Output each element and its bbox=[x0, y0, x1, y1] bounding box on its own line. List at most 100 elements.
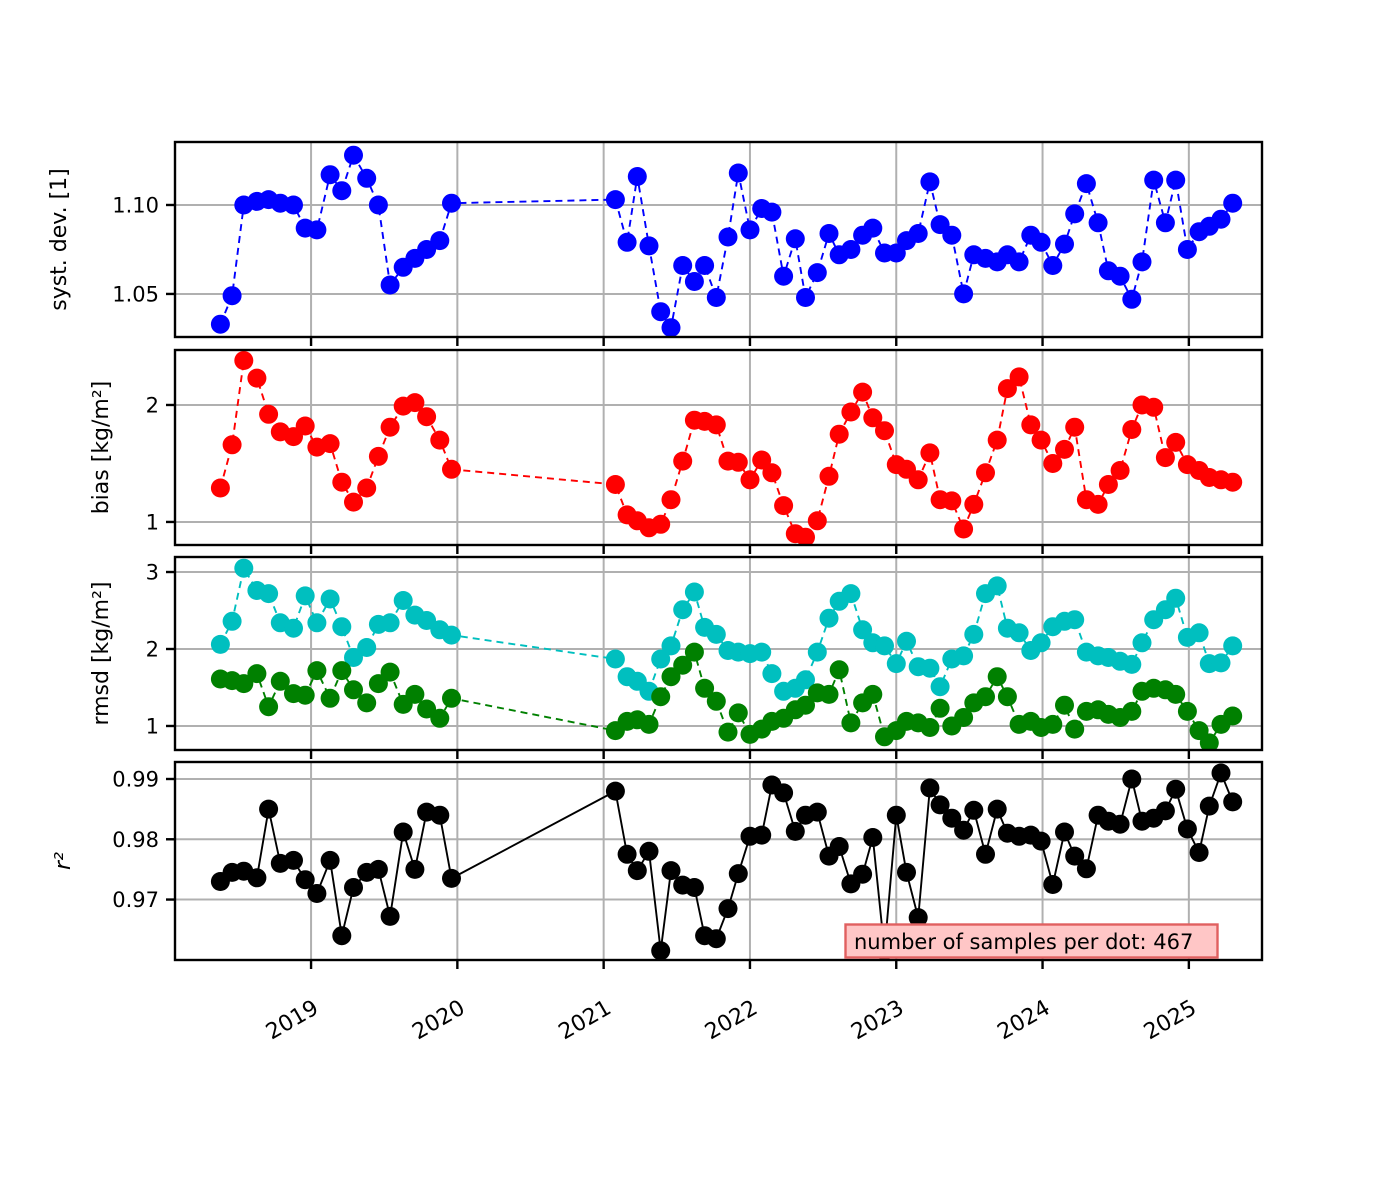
data-point bbox=[718, 899, 738, 919]
data-point bbox=[807, 802, 827, 822]
data-point bbox=[807, 263, 827, 283]
data-point bbox=[718, 227, 738, 247]
data-point bbox=[897, 862, 916, 882]
data-point bbox=[920, 443, 940, 463]
data-point bbox=[706, 415, 726, 435]
data-point bbox=[661, 667, 681, 687]
data-point bbox=[1122, 420, 1142, 439]
data-point bbox=[930, 698, 950, 718]
data-point bbox=[247, 868, 267, 888]
data-point bbox=[1110, 461, 1130, 480]
annotation-background bbox=[844, 923, 1219, 959]
data-point bbox=[1065, 846, 1085, 866]
data-point bbox=[405, 684, 425, 704]
panel-bias: 1 2 bias [kg/m²] bbox=[89, 348, 1264, 554]
x-axis-labels: 2019 2020 2021 2022 2023 2024 2025 bbox=[262, 996, 1201, 1046]
data-point bbox=[332, 617, 352, 637]
data-point bbox=[1043, 454, 1063, 473]
data-point bbox=[1155, 213, 1175, 233]
data-point bbox=[1223, 706, 1243, 726]
data-point bbox=[1144, 397, 1164, 417]
data-point bbox=[706, 624, 726, 644]
data-point bbox=[393, 591, 413, 610]
data-point bbox=[1031, 430, 1051, 450]
data-point bbox=[1166, 684, 1186, 704]
data-point bbox=[1189, 623, 1209, 643]
data-point bbox=[393, 822, 413, 842]
data-point bbox=[863, 218, 883, 238]
data-point bbox=[1132, 633, 1152, 653]
data-point bbox=[357, 478, 377, 498]
series-line-ff0000 bbox=[219, 358, 1233, 539]
data-point bbox=[1076, 859, 1096, 879]
data-point bbox=[430, 430, 450, 450]
data-point bbox=[605, 190, 625, 210]
data-point bbox=[295, 685, 315, 705]
x-tick-label: 2025 bbox=[1140, 996, 1201, 1046]
data-point bbox=[684, 642, 704, 662]
x-tick-label: 2022 bbox=[701, 996, 762, 1046]
series-line-0000ff bbox=[219, 152, 1234, 331]
y-tick-label: 1.10 bbox=[112, 193, 159, 217]
data-point bbox=[430, 708, 450, 728]
data-point bbox=[1065, 204, 1085, 224]
data-point bbox=[320, 688, 340, 708]
data-point bbox=[605, 781, 625, 801]
data-point bbox=[1076, 174, 1096, 194]
data-point bbox=[332, 926, 352, 946]
data-point bbox=[627, 861, 647, 881]
data-point bbox=[807, 511, 827, 531]
data-point bbox=[841, 402, 861, 422]
data-point bbox=[661, 318, 681, 337]
data-point bbox=[1021, 415, 1041, 435]
x-tick-label: 2021 bbox=[555, 996, 616, 1046]
panel-rmsd: 1 2 3 rmsd [kg/m²] bbox=[89, 555, 1264, 759]
y-axis-label-rmsd: rmsd [kg/m²] bbox=[89, 581, 114, 725]
data-point bbox=[1144, 170, 1164, 190]
data-point bbox=[417, 611, 437, 630]
data-point bbox=[863, 408, 883, 428]
data-point bbox=[320, 850, 340, 870]
data-point bbox=[380, 613, 400, 633]
data-point bbox=[796, 670, 815, 690]
data-point bbox=[368, 446, 388, 466]
data-point bbox=[1065, 719, 1085, 739]
x-tick-label: 2023 bbox=[847, 996, 908, 1046]
data-point bbox=[1031, 232, 1051, 252]
data-point bbox=[908, 224, 928, 243]
data-point bbox=[976, 687, 995, 707]
data-point bbox=[380, 417, 400, 437]
data-point bbox=[295, 586, 315, 606]
data-point bbox=[853, 620, 873, 640]
data-point bbox=[307, 220, 327, 240]
data-point bbox=[222, 611, 242, 631]
data-point bbox=[987, 799, 1007, 819]
data-point bbox=[357, 693, 377, 713]
data-point bbox=[284, 850, 303, 870]
data-point bbox=[673, 600, 693, 620]
data-point bbox=[380, 906, 400, 926]
data-point bbox=[1223, 193, 1243, 213]
data-point bbox=[684, 878, 704, 897]
data-point bbox=[954, 646, 974, 666]
data-point bbox=[210, 478, 230, 498]
panel-r2: 0.97 0.98 0.99 r² bbox=[51, 760, 1264, 969]
data-point bbox=[210, 314, 230, 334]
data-point bbox=[976, 463, 995, 483]
data-point bbox=[1110, 266, 1130, 286]
data-point bbox=[706, 929, 726, 949]
data-point bbox=[1211, 653, 1231, 673]
data-point bbox=[344, 680, 363, 700]
data-point bbox=[908, 908, 928, 928]
data-point bbox=[284, 618, 303, 638]
data-point bbox=[785, 821, 805, 841]
data-point bbox=[259, 584, 279, 604]
data-point bbox=[639, 236, 659, 256]
data-point bbox=[954, 820, 974, 840]
data-point bbox=[863, 828, 883, 847]
data-point bbox=[1122, 654, 1142, 674]
data-point bbox=[234, 558, 254, 578]
data-point bbox=[1043, 714, 1063, 734]
data-point bbox=[661, 636, 681, 656]
